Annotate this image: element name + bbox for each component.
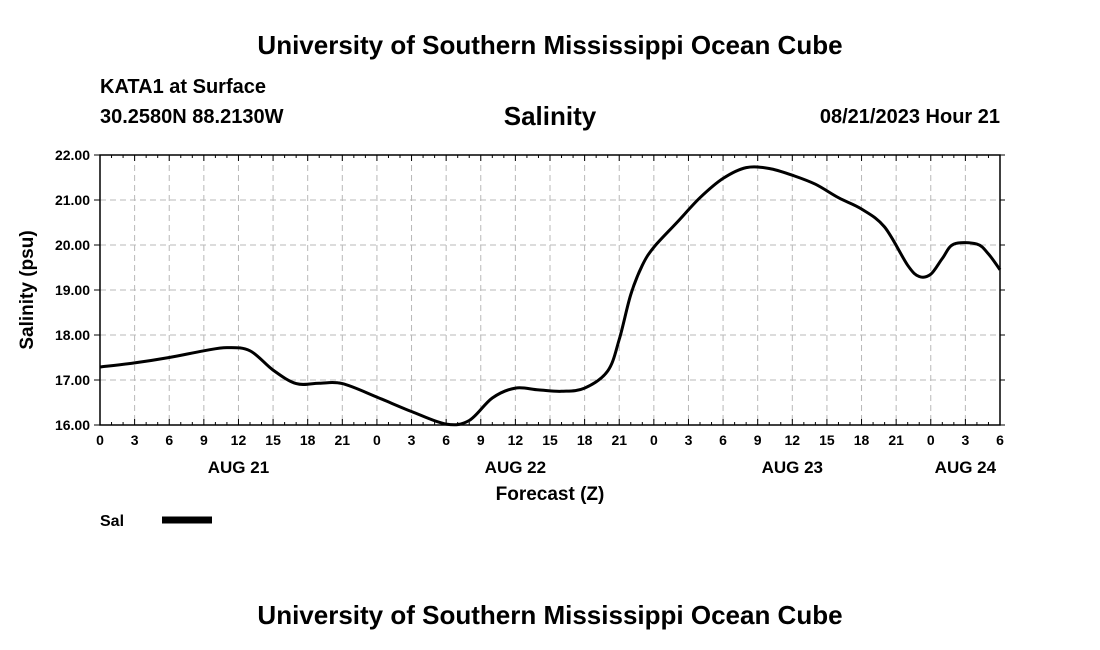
y-tick-label: 18.00 [55,327,90,343]
date-label: AUG 23 [762,458,823,477]
legend-label: Sal [100,513,124,530]
x-tick-label: 9 [200,432,208,448]
x-tick-label: 6 [165,432,173,448]
chart-header-title: University of Southern Mississippi Ocean… [257,30,843,60]
x-tick-label: 3 [685,432,693,448]
x-tick-label: 0 [927,432,935,448]
station-label: KATA1 at Surface [100,76,266,98]
legend: Sal [100,513,212,530]
chart-title: Salinity [503,101,597,131]
x-tick-label: 15 [265,432,281,448]
forecast-timestamp: 08/21/2023 Hour 21 [819,106,1000,128]
x-tick-label: 9 [477,432,485,448]
x-tick-label: 18 [577,432,593,448]
x-tick-label: 21 [888,432,904,448]
x-tick-label: 15 [542,432,558,448]
x-tick-label: 3 [961,432,969,448]
y-tick-label: 22.00 [55,147,90,163]
y-tick-label: 20.00 [55,237,90,253]
x-tick-label: 3 [131,432,139,448]
date-label: AUG 22 [485,458,546,477]
x-tick-label: 21 [611,432,627,448]
date-label: AUG 21 [208,458,269,477]
x-tick-label: 21 [335,432,351,448]
x-tick-label: 6 [442,432,450,448]
x-tick-label: 6 [996,432,1004,448]
series [99,165,1002,427]
series-line-sal [99,165,1002,427]
x-tick-label: 12 [785,432,801,448]
y-axis-title: Salinity (psu) [17,230,38,349]
grid [100,155,1000,425]
y-tick-label: 17.00 [55,372,90,388]
station-coordinates: 30.2580N 88.2130W [100,106,284,128]
y-tick-label: 19.00 [55,282,90,298]
x-tick-label: 18 [300,432,316,448]
x-tick-label: 18 [854,432,870,448]
x-tick-label: 6 [719,432,727,448]
x-tick-label: 0 [96,432,104,448]
x-tick-label: 0 [650,432,658,448]
x-axis-title: Forecast (Z) [496,484,605,505]
x-tick-label: 9 [754,432,762,448]
x-tick-label: 12 [508,432,524,448]
x-tick-label: 3 [408,432,416,448]
x-tick-label: 12 [231,432,247,448]
chart-footer-title: University of Southern Mississippi Ocean… [257,600,843,630]
x-tick-label: 0 [373,432,381,448]
axis-ticks [94,154,1005,426]
y-tick-label: 16.00 [55,417,90,433]
date-label: AUG 24 [935,458,997,477]
x-tick-label: 15 [819,432,835,448]
axis-labels: 0 3 6 9 12 15 18 21 0 3 6 9 12 15 18 21 0 3 6 9 12 15 18 21 0 3 6 1… [55,147,1004,477]
y-tick-label: 21.00 [55,192,90,208]
